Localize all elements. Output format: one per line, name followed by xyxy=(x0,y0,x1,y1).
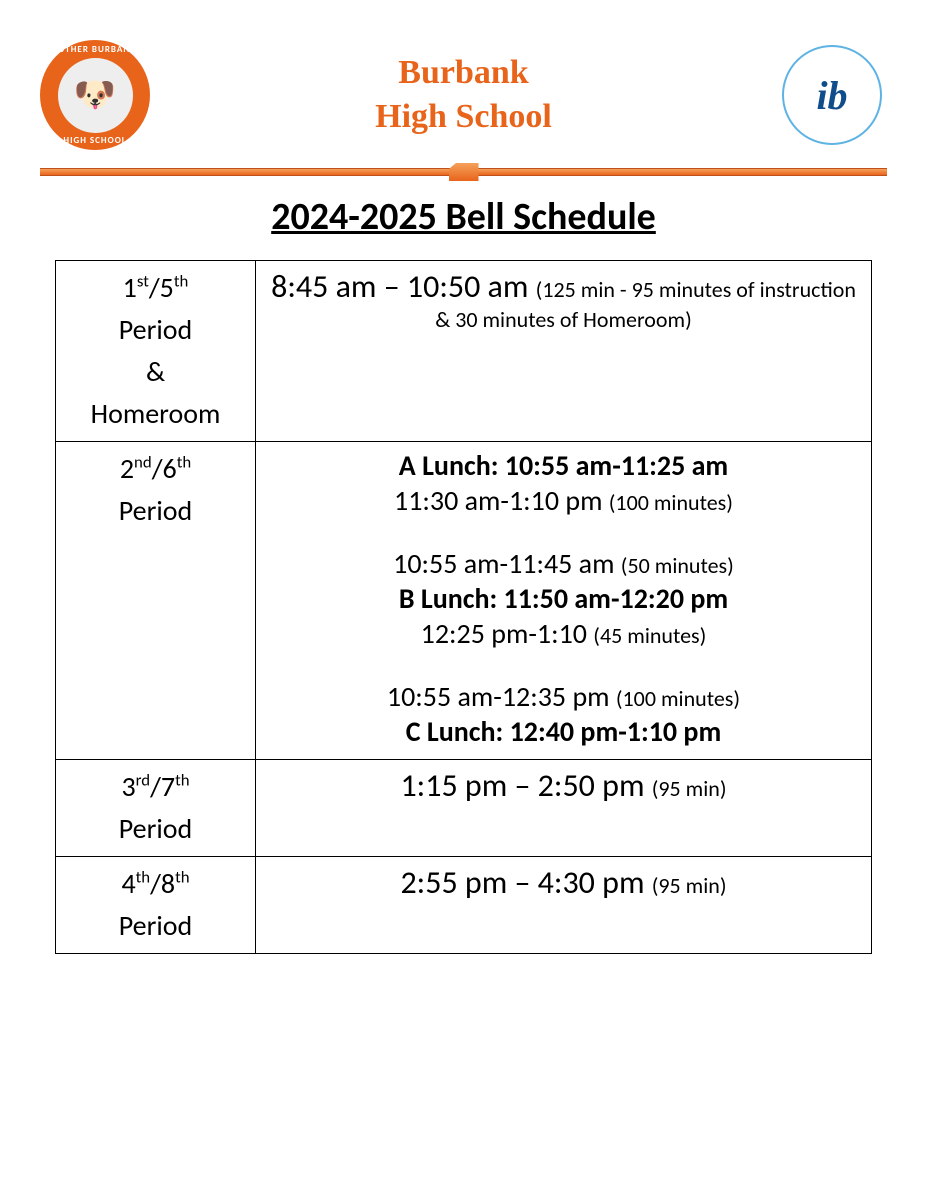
lunch-block-c: 10:55 am-12:35 pm (100 minutes) C Lunch:… xyxy=(266,679,861,749)
title-line2: High School xyxy=(375,98,552,135)
lunch-b-post-note: (45 minutes) xyxy=(593,622,706,649)
time-cell: 1:15 pm – 2:50 pm (95 min) xyxy=(256,760,872,857)
divider xyxy=(40,165,887,179)
time-main: 1:15 pm – 2:50 pm xyxy=(400,766,651,805)
lunch-a-note: (100 minutes) xyxy=(609,489,733,516)
page-title: 2024-2025 Bell Schedule xyxy=(0,194,927,240)
period-cell: 4th/8thPeriod xyxy=(56,857,256,954)
period-label: 3rd/7thPeriod xyxy=(119,769,193,846)
table-row: 4th/8thPeriod 2:55 pm – 4:30 pm (95 min) xyxy=(56,857,872,954)
school-title: Burbank High School xyxy=(150,51,777,139)
ib-text: ib xyxy=(782,45,882,145)
period-label: 2nd/6thPeriod xyxy=(119,451,193,528)
period-label: 1st/5thPeriod&Homeroom xyxy=(91,270,221,431)
time-note: (95 min) xyxy=(652,775,727,802)
header: 🐶 LUTHER BURBANK HIGH SCHOOL Burbank Hig… xyxy=(0,0,927,165)
period-label: 4th/8thPeriod xyxy=(119,866,193,943)
ib-logo-icon: ib xyxy=(777,40,887,150)
lunch-a-time: 11:30 am-1:10 pm xyxy=(394,483,609,518)
time-cell: 2:55 pm – 4:30 pm (95 min) xyxy=(256,857,872,954)
time-note: (95 min) xyxy=(652,872,727,899)
logo-text-top: LUTHER BURBANK xyxy=(40,44,150,55)
period-cell: 1st/5thPeriod&Homeroom xyxy=(56,261,256,442)
lunch-block-b: 10:55 am-11:45 am (50 minutes) B Lunch: … xyxy=(266,546,861,651)
schedule-table: 1st/5thPeriod&Homeroom 8:45 am – 10:50 a… xyxy=(55,260,872,954)
lunch-b-post-time: 12:25 pm-1:10 xyxy=(421,616,594,651)
period-cell: 2nd/6thPeriod xyxy=(56,442,256,760)
time-cell: 8:45 am – 10:50 am (125 min - 95 minutes… xyxy=(256,261,872,442)
lunch-block-a: A Lunch: 10:55 am-11:25 am 11:30 am-1:10… xyxy=(266,448,861,518)
lunch-c-label: C Lunch: 12:40 pm-1:10 pm xyxy=(266,714,861,749)
lunch-a-label: A Lunch: 10:55 am-11:25 am xyxy=(266,448,861,483)
table-row: 1st/5thPeriod&Homeroom 8:45 am – 10:50 a… xyxy=(56,261,872,442)
title-line1: Burbank xyxy=(398,54,528,91)
lunch-b-label: B Lunch: 11:50 am-12:20 pm xyxy=(266,581,861,616)
lunch-b-pre-time: 10:55 am-11:45 am xyxy=(393,546,621,581)
lunch-c-pre-note: (100 minutes) xyxy=(616,685,740,712)
time-main: 2:55 pm – 4:30 pm xyxy=(400,863,651,902)
table-row: 3rd/7thPeriod 1:15 pm – 2:50 pm (95 min) xyxy=(56,760,872,857)
school-logo-icon: 🐶 LUTHER BURBANK HIGH SCHOOL xyxy=(40,40,150,150)
period-cell: 3rd/7thPeriod xyxy=(56,760,256,857)
table-row: 2nd/6thPeriod A Lunch: 10:55 am-11:25 am… xyxy=(56,442,872,760)
time-cell: A Lunch: 10:55 am-11:25 am 11:30 am-1:10… xyxy=(256,442,872,760)
lunch-c-pre-time: 10:55 am-12:35 pm xyxy=(387,679,616,714)
time-main: 8:45 am – 10:50 am xyxy=(271,267,536,306)
logo-text-bottom: HIGH SCHOOL xyxy=(40,135,150,146)
lunch-b-pre-note: (50 minutes) xyxy=(621,552,734,579)
